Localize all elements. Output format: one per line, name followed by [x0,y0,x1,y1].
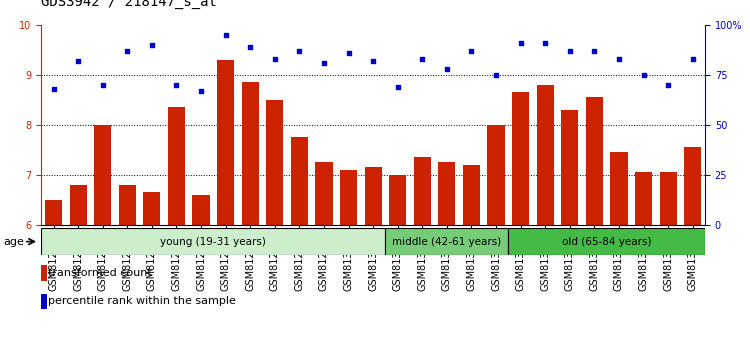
Bar [364,167,382,225]
Bar [41,265,47,281]
Bar [193,195,210,225]
Point [662,82,674,88]
Text: middle (42-61 years): middle (42-61 years) [392,236,502,247]
Bar [45,200,62,225]
Bar [463,165,480,225]
Point [564,48,576,53]
Bar [635,172,652,225]
Point [638,72,650,78]
Point [72,58,84,64]
Bar [168,107,185,225]
Point [514,40,526,46]
Text: age: age [4,236,25,247]
Point [368,58,379,64]
Bar [414,157,431,225]
Text: percentile rank within the sample: percentile rank within the sample [48,296,236,307]
Bar [536,85,554,225]
Bar [438,162,455,225]
Bar [512,92,529,225]
Point [466,48,478,53]
Bar [118,185,136,225]
Point [220,32,232,38]
Point [539,40,551,46]
Point [613,56,625,62]
Point [441,66,453,72]
Point [97,82,109,88]
Point [392,84,404,90]
Point [122,48,134,53]
Bar [684,147,701,225]
Text: transformed count: transformed count [48,268,152,278]
Point [490,72,502,78]
Bar [561,110,578,225]
Bar [488,125,505,225]
Bar [315,162,332,225]
Point [268,56,280,62]
Point [588,48,600,53]
Bar [386,228,508,255]
Bar [242,82,259,225]
Bar [389,175,406,225]
Bar [266,100,284,225]
Bar [509,228,705,255]
Point [343,50,355,56]
Bar [217,60,234,225]
Point [195,88,207,93]
Bar [41,228,386,255]
Text: GDS3942 / 218147_s_at: GDS3942 / 218147_s_at [41,0,218,9]
Point [687,56,699,62]
Point [47,86,59,92]
Point [318,60,330,65]
Text: young (19-31 years): young (19-31 years) [160,236,266,247]
Text: old (65-84 years): old (65-84 years) [562,236,652,247]
Bar [586,97,603,225]
Bar [41,293,47,309]
Bar [143,192,160,225]
Bar [291,137,308,225]
Point [293,48,305,53]
Point [146,42,158,48]
Bar [70,185,87,225]
Point [416,56,428,62]
Point [170,82,182,88]
Bar [610,152,628,225]
Bar [659,172,676,225]
Point [244,44,256,50]
Bar [340,170,357,225]
Bar [94,125,111,225]
